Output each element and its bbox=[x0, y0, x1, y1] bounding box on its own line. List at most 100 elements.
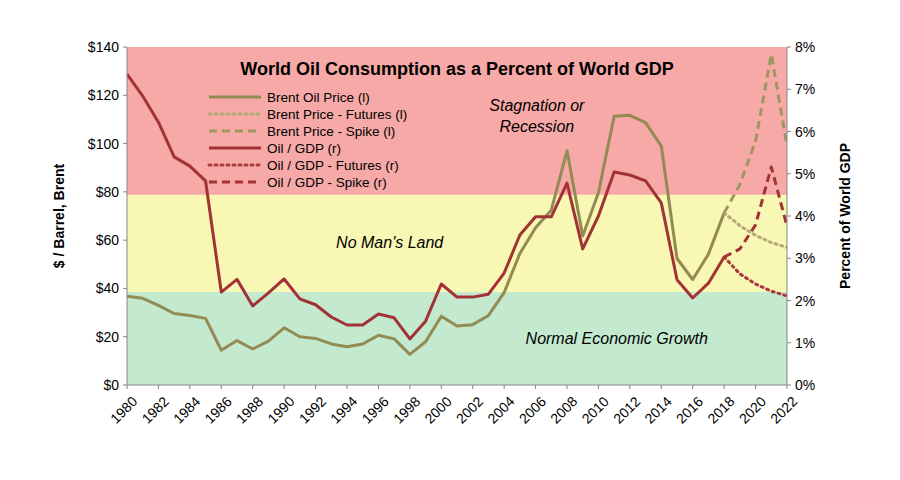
x-tick bbox=[221, 385, 222, 389]
x-tick bbox=[441, 385, 442, 389]
band bbox=[127, 292, 787, 385]
series-line bbox=[724, 167, 787, 257]
legend-label: Oil / GDP (r) bbox=[267, 141, 341, 156]
y-tick bbox=[123, 95, 127, 96]
legend-swatch bbox=[209, 96, 261, 99]
y2-tick bbox=[787, 89, 791, 90]
y-tick-label: $0 bbox=[103, 377, 119, 393]
band-label: No Man's Land bbox=[336, 234, 444, 251]
y2-tick bbox=[787, 173, 791, 174]
x-tick bbox=[787, 385, 788, 389]
x-tick-label: 1996 bbox=[359, 393, 392, 426]
x-tick bbox=[127, 385, 128, 389]
band-label: Stagnation or bbox=[489, 97, 585, 114]
series-line bbox=[724, 257, 787, 296]
y-tick bbox=[123, 240, 127, 241]
y2-tick bbox=[787, 131, 791, 132]
x-tick bbox=[724, 385, 725, 389]
x-tick-label: 2006 bbox=[516, 393, 549, 426]
y-tick-label: $20 bbox=[96, 329, 120, 345]
x-tick bbox=[567, 385, 568, 389]
x-tick bbox=[598, 385, 599, 389]
x-tick-label: 1980 bbox=[107, 393, 140, 426]
x-tick bbox=[504, 385, 505, 389]
legend-label: Brent Oil Price (l) bbox=[267, 90, 370, 105]
y-tick bbox=[123, 385, 127, 386]
y2-tick bbox=[787, 300, 791, 301]
y2-tick-label: 5% bbox=[795, 166, 815, 182]
x-tick bbox=[472, 385, 473, 389]
x-tick-label: 2012 bbox=[610, 393, 643, 426]
x-tick-label: 2016 bbox=[673, 393, 706, 426]
y2-tick-label: 7% bbox=[795, 81, 815, 97]
x-tick-label: 1994 bbox=[327, 393, 360, 426]
x-tick-label: 2008 bbox=[547, 393, 580, 426]
x-axis-line bbox=[127, 385, 787, 386]
y-tick-label: $120 bbox=[88, 87, 119, 103]
legend-label: Brent Price - Futures (l) bbox=[267, 107, 407, 122]
x-tick-label: 1982 bbox=[139, 393, 172, 426]
x-tick-label: 2004 bbox=[484, 393, 517, 426]
x-tick-label: 2020 bbox=[736, 393, 769, 426]
x-tick bbox=[755, 385, 756, 389]
legend: Brent Oil Price (l) Brent Price - Futures… bbox=[209, 90, 407, 190]
x-tick-label: 1988 bbox=[233, 393, 266, 426]
x-tick-label: 2022 bbox=[767, 393, 800, 426]
chart: $0$20$40$60$80$100$120$1400%1%2%3%4%5%6%… bbox=[0, 0, 900, 480]
y2-tick bbox=[787, 385, 791, 386]
y2-tick-label: 8% bbox=[795, 39, 815, 55]
x-tick-label: 2000 bbox=[421, 393, 454, 426]
series-line bbox=[724, 54, 787, 213]
x-tick bbox=[629, 385, 630, 389]
x-tick-label: 1992 bbox=[296, 393, 329, 426]
y2-tick-label: 3% bbox=[795, 250, 815, 266]
x-tick bbox=[284, 385, 285, 389]
y-tick-label: $40 bbox=[96, 280, 120, 296]
y2-axis-title: Percent of World GDP bbox=[837, 143, 853, 289]
legend-label: Brent Price - Spike (l) bbox=[267, 124, 395, 139]
y2-tick bbox=[787, 342, 791, 343]
y-tick bbox=[123, 191, 127, 192]
x-tick bbox=[315, 385, 316, 389]
y-tick-label: $80 bbox=[96, 184, 120, 200]
y-axis-title: $ / Barrel, Brent bbox=[51, 164, 67, 269]
legend-swatch bbox=[209, 164, 261, 167]
plot-area bbox=[127, 47, 787, 385]
band-label: Recession bbox=[500, 118, 575, 135]
x-tick-label: 2018 bbox=[704, 393, 737, 426]
x-tick bbox=[378, 385, 379, 389]
legend-swatch bbox=[209, 181, 261, 184]
y2-tick bbox=[787, 216, 791, 217]
y-tick-label: $140 bbox=[88, 39, 119, 55]
background bbox=[0, 0, 900, 480]
legend-swatch bbox=[209, 147, 261, 150]
legend-swatch bbox=[209, 113, 261, 116]
y-axis-line bbox=[127, 47, 128, 385]
title: World Oil Consumption as a Percent of Wo… bbox=[240, 59, 673, 79]
y2-tick bbox=[787, 258, 791, 259]
y-tick bbox=[123, 336, 127, 337]
legend-swatch bbox=[209, 130, 261, 133]
y2-tick-label: 4% bbox=[795, 208, 815, 224]
band-label: Normal Economic Growth bbox=[526, 330, 708, 347]
x-tick-label: 2014 bbox=[641, 393, 674, 426]
y-tick bbox=[123, 143, 127, 144]
legend-label: Oil / GDP - Spike (r) bbox=[267, 175, 387, 190]
x-tick bbox=[535, 385, 536, 389]
series-line bbox=[127, 74, 724, 339]
y-tick-label: $60 bbox=[96, 232, 120, 248]
y-tick bbox=[123, 288, 127, 289]
x-tick-label: 2002 bbox=[453, 393, 486, 426]
x-tick bbox=[661, 385, 662, 389]
x-tick bbox=[189, 385, 190, 389]
y-tick bbox=[123, 47, 127, 48]
x-tick-label: 1984 bbox=[170, 393, 203, 426]
x-tick-label: 1990 bbox=[264, 393, 297, 426]
x-tick bbox=[692, 385, 693, 389]
band bbox=[127, 195, 787, 292]
x-tick bbox=[252, 385, 253, 389]
y-tick-label: $100 bbox=[88, 136, 119, 152]
x-tick bbox=[347, 385, 348, 389]
x-tick-label: 1986 bbox=[201, 393, 234, 426]
legend-label: Oil / GDP - Futures (r) bbox=[267, 158, 399, 173]
